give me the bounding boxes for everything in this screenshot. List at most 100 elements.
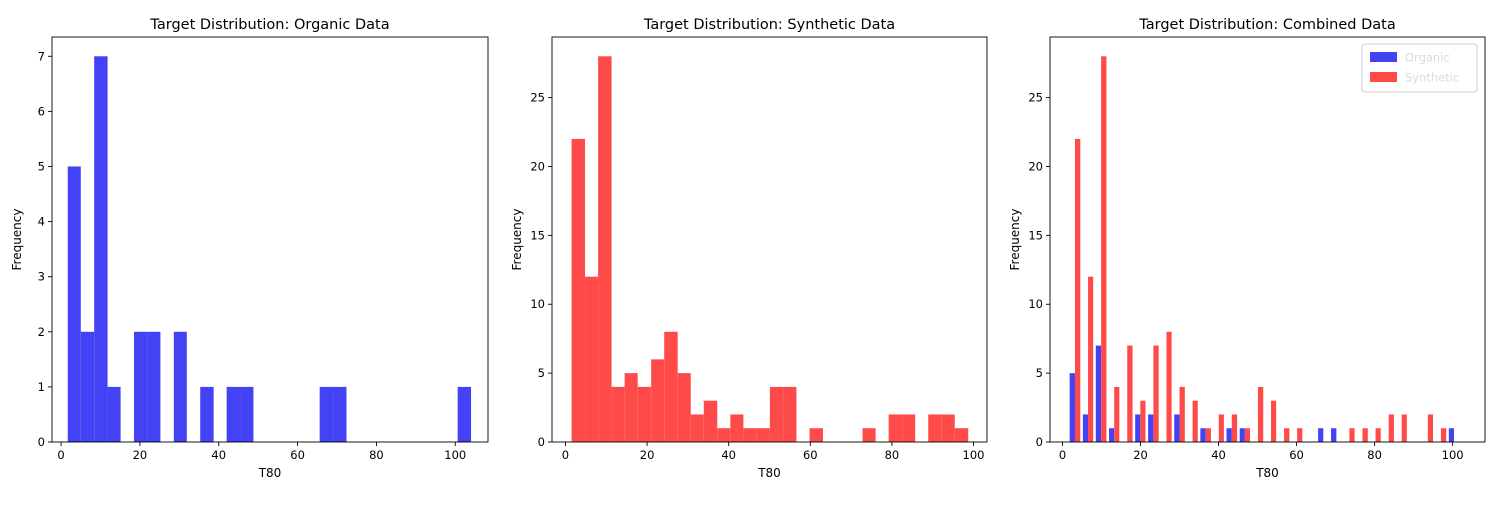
y-axis-label: Frequency bbox=[10, 209, 24, 271]
histogram-bar bbox=[333, 386, 347, 442]
histogram-bar-organic bbox=[1448, 428, 1454, 442]
y-tick-label: 25 bbox=[530, 91, 545, 105]
histogram-bar bbox=[862, 428, 876, 442]
histogram-bar bbox=[941, 414, 955, 442]
x-tick-label: 40 bbox=[1211, 448, 1226, 462]
x-tick-label: 20 bbox=[640, 448, 655, 462]
histogram-bar-synthetic bbox=[1427, 414, 1433, 442]
x-axis-label: T80 bbox=[258, 466, 282, 480]
y-tick-label: 5 bbox=[538, 366, 545, 380]
x-axis-label: T80 bbox=[757, 466, 781, 480]
y-axis-label: Frequency bbox=[1008, 209, 1022, 271]
histogram-bar-organic bbox=[1069, 373, 1075, 442]
x-tick-label: 80 bbox=[369, 448, 384, 462]
histogram-bar-synthetic bbox=[1440, 428, 1447, 442]
histogram-bar bbox=[651, 359, 665, 442]
x-tick-label: 80 bbox=[885, 448, 900, 462]
x-tick-label: 40 bbox=[721, 448, 736, 462]
histogram-bar-synthetic bbox=[1088, 276, 1094, 442]
x-tick-label: 60 bbox=[803, 448, 818, 462]
x-tick-label: 40 bbox=[211, 448, 226, 462]
histogram-bar-synthetic bbox=[1401, 414, 1407, 442]
histogram-bar-synthetic bbox=[1205, 428, 1211, 442]
histogram-bar bbox=[624, 373, 638, 442]
histogram-bar bbox=[585, 276, 599, 442]
histogram-bar bbox=[173, 331, 187, 442]
histogram-bar-synthetic bbox=[1388, 414, 1394, 442]
histogram-bar-synthetic bbox=[1218, 414, 1224, 442]
histogram-bar-synthetic bbox=[1101, 56, 1107, 443]
histogram-bar-synthetic bbox=[1231, 414, 1238, 442]
histogram-bar-organic bbox=[1174, 414, 1180, 442]
histogram-bar bbox=[756, 428, 770, 442]
histogram-bar-synthetic bbox=[1244, 428, 1251, 442]
x-axis-label: T80 bbox=[1255, 466, 1279, 480]
histogram-bar bbox=[677, 373, 691, 442]
histogram-bar-organic bbox=[1148, 414, 1154, 442]
histogram-bar bbox=[611, 386, 625, 442]
histogram-bar-organic bbox=[1200, 428, 1206, 442]
y-tick-label: 10 bbox=[530, 297, 545, 311]
y-tick-label: 0 bbox=[538, 435, 545, 449]
x-tick-label: 0 bbox=[562, 448, 569, 462]
y-tick-label: 4 bbox=[38, 215, 45, 229]
histogram-bar bbox=[809, 428, 823, 442]
x-tick-label: 0 bbox=[1059, 448, 1066, 462]
histogram-bar-organic bbox=[1318, 428, 1324, 442]
y-tick-label: 10 bbox=[1028, 297, 1043, 311]
histogram-bar bbox=[598, 56, 612, 443]
y-tick-label: 25 bbox=[1028, 91, 1043, 105]
histogram-bar bbox=[67, 166, 81, 442]
legend-swatch-synthetic bbox=[1370, 72, 1397, 82]
x-tick-label: 80 bbox=[1367, 448, 1382, 462]
x-tick-label: 20 bbox=[1133, 448, 1148, 462]
y-tick-label: 20 bbox=[1028, 159, 1043, 173]
chart-panel-2: 0 20 40 60 80 100 0 5 10 15 20 25 Target Distributio… bbox=[510, 17, 985, 480]
histogram-bar bbox=[94, 56, 108, 443]
histogram-bar bbox=[319, 386, 334, 442]
y-tick-label: 15 bbox=[1028, 228, 1043, 242]
histogram-bar-organic bbox=[1331, 428, 1337, 442]
y-tick-label: 7 bbox=[38, 49, 45, 63]
histogram-bar-synthetic bbox=[1349, 428, 1355, 442]
histogram-bar bbox=[664, 331, 678, 442]
x-tick-label: 100 bbox=[1442, 448, 1464, 462]
histogram-bar bbox=[107, 386, 121, 442]
x-tick-label: 100 bbox=[963, 448, 985, 462]
histogram-bar bbox=[637, 386, 652, 442]
axes-frame bbox=[51, 36, 489, 443]
y-axis-label: Frequency bbox=[510, 209, 524, 271]
x-tick-label: 20 bbox=[133, 448, 148, 462]
histogram-bar-synthetic bbox=[1074, 138, 1081, 442]
histogram-bar-synthetic bbox=[1140, 400, 1146, 442]
histogram-bar-organic bbox=[1109, 428, 1115, 442]
chart-title: Target Distribution: Combined Data bbox=[1138, 17, 1395, 33]
legend-box bbox=[1361, 43, 1478, 93]
x-tick-label: 60 bbox=[1289, 448, 1304, 462]
histogram-bar-synthetic bbox=[1257, 386, 1264, 442]
histogram-bar bbox=[240, 386, 254, 442]
x-tick-label: 0 bbox=[57, 448, 64, 462]
histogram-bar-synthetic bbox=[1127, 345, 1133, 442]
histogram-bar bbox=[730, 414, 744, 442]
histogram-bar-synthetic bbox=[1153, 345, 1159, 442]
histogram-bar-synthetic bbox=[1362, 428, 1368, 442]
histogram-bar bbox=[200, 386, 214, 442]
histogram-bar-synthetic bbox=[1166, 331, 1172, 442]
histogram-bar-synthetic bbox=[1179, 386, 1185, 442]
y-tick-label: 2 bbox=[38, 325, 45, 339]
y-tick-label: 3 bbox=[38, 270, 45, 284]
legend-swatch-organic bbox=[1370, 52, 1397, 62]
histogram-bar-synthetic bbox=[1284, 428, 1290, 442]
x-tick-label: 60 bbox=[290, 448, 305, 462]
histogram-bar-organic bbox=[1239, 428, 1245, 442]
histogram-bar-synthetic bbox=[1114, 386, 1120, 442]
histogram-bar bbox=[133, 331, 148, 442]
y-tick-label: 1 bbox=[38, 380, 45, 394]
histogram-bar bbox=[457, 386, 472, 442]
y-tick-label: 5 bbox=[1036, 366, 1043, 380]
axes-frame bbox=[551, 36, 988, 443]
histogram-bar-synthetic bbox=[1271, 400, 1277, 442]
